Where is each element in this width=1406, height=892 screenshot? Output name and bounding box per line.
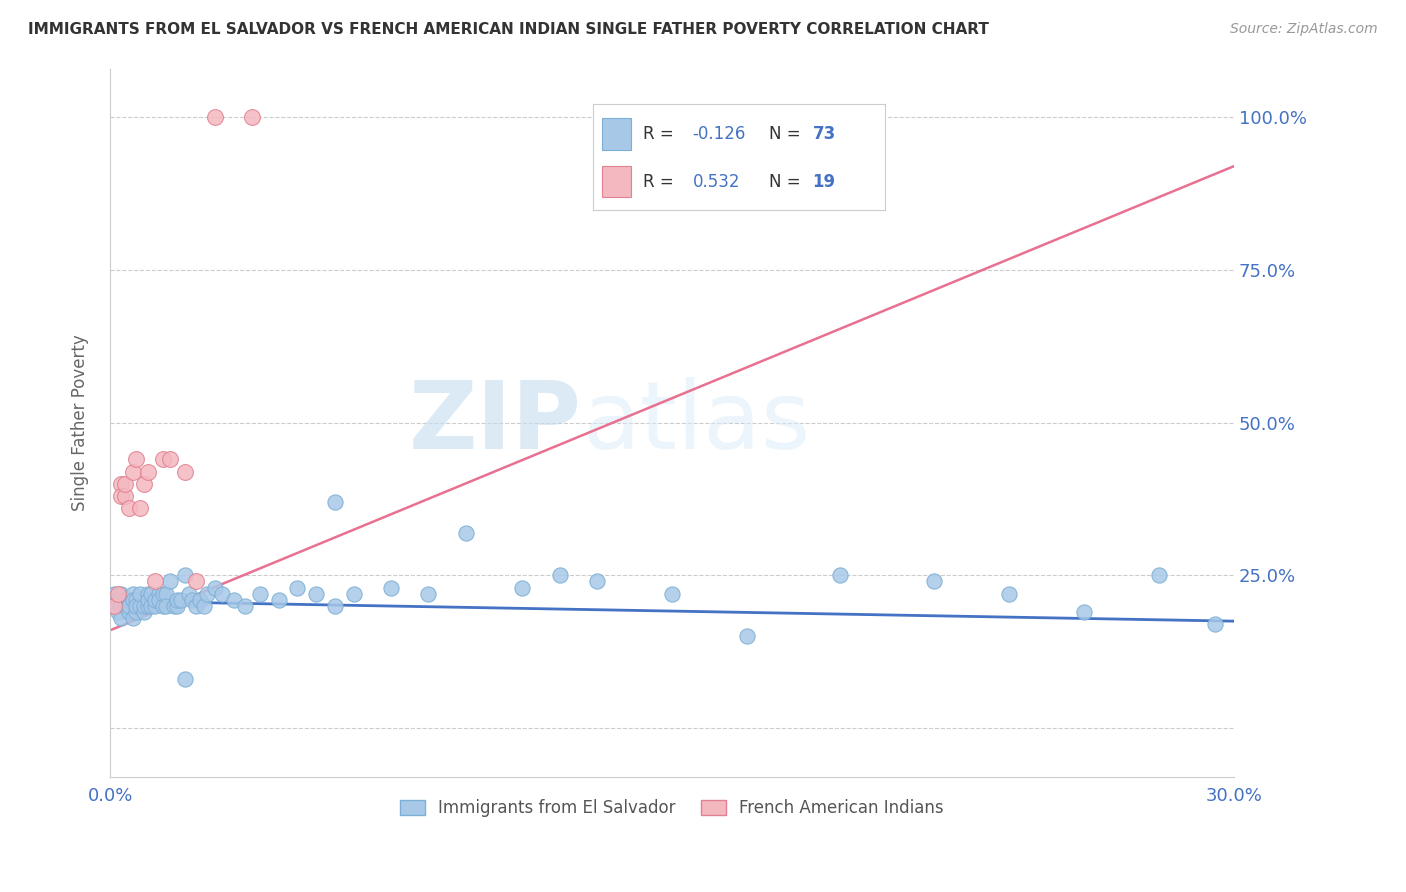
- Point: [922, 574, 945, 589]
- Point: [132, 599, 155, 613]
- Point: [323, 599, 346, 613]
- Point: [233, 599, 256, 613]
- Point: [110, 611, 132, 625]
- Point: [143, 599, 166, 613]
- Point: [125, 592, 148, 607]
- Point: [136, 599, 159, 613]
- Point: [148, 587, 170, 601]
- Point: [136, 465, 159, 479]
- Point: [211, 587, 233, 601]
- Text: IMMIGRANTS FROM EL SALVADOR VS FRENCH AMERICAN INDIAN SINGLE FATHER POVERTY CORR: IMMIGRANTS FROM EL SALVADOR VS FRENCH AM…: [28, 22, 988, 37]
- Point: [152, 587, 174, 601]
- Point: [174, 568, 197, 582]
- Point: [285, 581, 308, 595]
- Point: [661, 587, 683, 601]
- Point: [163, 599, 186, 613]
- Point: [193, 599, 215, 613]
- Point: [510, 581, 533, 595]
- Point: [110, 489, 132, 503]
- Point: [342, 587, 364, 601]
- Point: [143, 592, 166, 607]
- Point: [197, 587, 219, 601]
- Point: [107, 605, 129, 619]
- Point: [159, 452, 181, 467]
- Point: [170, 592, 193, 607]
- Point: [181, 592, 204, 607]
- Point: [1147, 568, 1170, 582]
- Point: [129, 501, 152, 516]
- Point: [125, 452, 148, 467]
- Point: [121, 611, 143, 625]
- Point: [132, 605, 155, 619]
- Point: [418, 587, 440, 601]
- Point: [121, 465, 143, 479]
- Point: [159, 574, 181, 589]
- Point: [136, 587, 159, 601]
- Legend: Immigrants from El Salvador, French American Indians: Immigrants from El Salvador, French Amer…: [392, 790, 952, 825]
- Point: [129, 587, 152, 601]
- Point: [586, 574, 609, 589]
- Point: [177, 587, 200, 601]
- Y-axis label: Single Father Poverty: Single Father Poverty: [72, 334, 89, 511]
- Point: [174, 672, 197, 686]
- Point: [152, 599, 174, 613]
- Point: [118, 592, 141, 607]
- Point: [155, 587, 177, 601]
- Point: [148, 592, 170, 607]
- Point: [136, 592, 159, 607]
- Point: [166, 592, 188, 607]
- Point: [103, 587, 125, 601]
- Point: [380, 581, 402, 595]
- Point: [222, 592, 245, 607]
- Point: [188, 592, 211, 607]
- Point: [118, 501, 141, 516]
- Point: [114, 592, 136, 607]
- Point: [110, 587, 132, 601]
- Point: [186, 599, 208, 613]
- Point: [155, 599, 177, 613]
- Point: [186, 574, 208, 589]
- Point: [125, 599, 148, 613]
- Text: atlas: atlas: [582, 376, 810, 468]
- Point: [174, 465, 197, 479]
- Point: [121, 592, 143, 607]
- Point: [152, 452, 174, 467]
- Point: [548, 568, 571, 582]
- Point: [1073, 605, 1095, 619]
- Point: [454, 525, 477, 540]
- Point: [121, 587, 143, 601]
- Point: [125, 605, 148, 619]
- Point: [305, 587, 328, 601]
- Point: [114, 476, 136, 491]
- Point: [141, 587, 163, 601]
- Point: [242, 111, 264, 125]
- Text: Source: ZipAtlas.com: Source: ZipAtlas.com: [1230, 22, 1378, 37]
- Point: [1204, 617, 1226, 632]
- Point: [114, 599, 136, 613]
- Point: [107, 592, 129, 607]
- Point: [110, 476, 132, 491]
- Point: [998, 587, 1021, 601]
- Point: [323, 495, 346, 509]
- Point: [110, 599, 132, 613]
- Point: [735, 629, 758, 643]
- Point: [114, 489, 136, 503]
- Point: [103, 599, 125, 613]
- Point: [141, 599, 163, 613]
- Point: [204, 111, 226, 125]
- Text: ZIP: ZIP: [409, 376, 582, 468]
- Point: [267, 592, 290, 607]
- Point: [107, 587, 129, 601]
- Point: [143, 574, 166, 589]
- Point: [830, 568, 852, 582]
- Point: [166, 599, 188, 613]
- Point: [103, 599, 125, 613]
- Point: [118, 599, 141, 613]
- Point: [249, 587, 271, 601]
- Point: [118, 605, 141, 619]
- Point: [204, 581, 226, 595]
- Point: [129, 599, 152, 613]
- Point: [132, 476, 155, 491]
